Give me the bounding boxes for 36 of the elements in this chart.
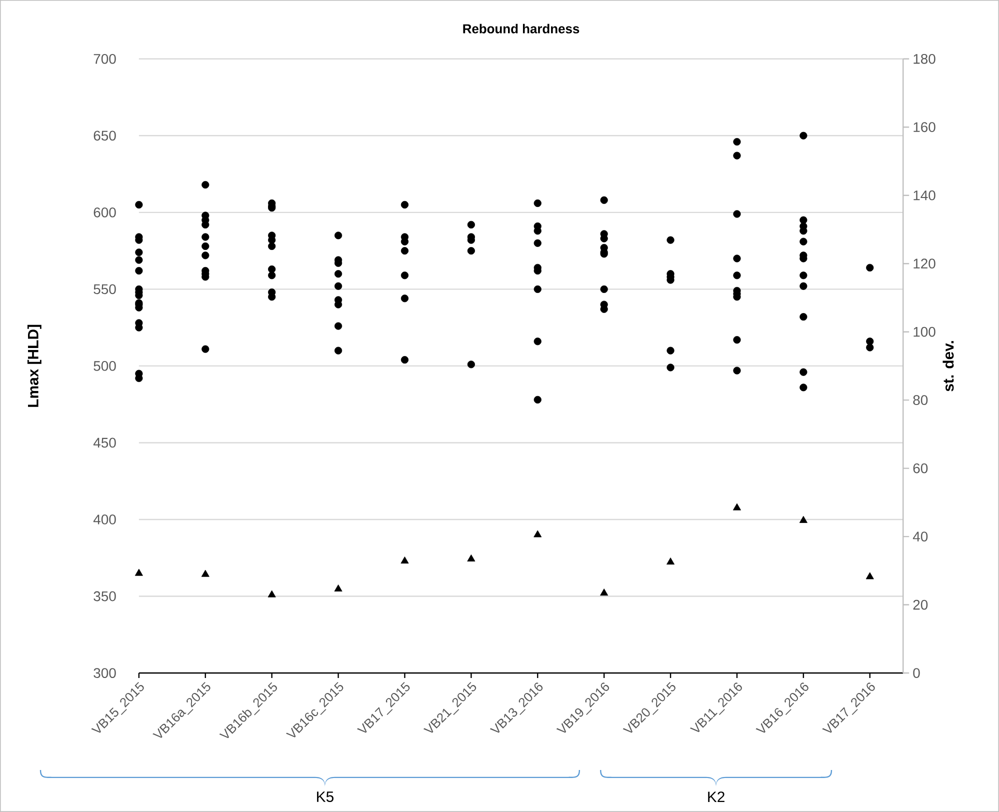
point [268, 590, 276, 598]
y-tick-label: 600 [94, 207, 116, 218]
point [134, 568, 143, 576]
y2-tick-label: 120 [914, 258, 936, 269]
chart-title: Rebound hardness [463, 24, 580, 34]
point [467, 554, 476, 562]
y-tick-label: 550 [94, 284, 116, 294]
point [866, 572, 874, 580]
point [732, 503, 741, 510]
y-tick-label: 300 [94, 668, 116, 678]
y2-tick-label: 180 [914, 54, 936, 64]
text: K2 [708, 792, 724, 802]
point [600, 588, 608, 596]
y-tick-label: 350 [94, 591, 116, 602]
point [666, 558, 675, 565]
y2-axis-title: st. dev. [942, 341, 954, 392]
y2-tick-label: 160 [914, 122, 936, 132]
y-tick-label: 400 [93, 514, 116, 524]
y2-tick-label: 20 [913, 600, 928, 610]
text: K5 [317, 792, 334, 802]
y-tick-label: 500 [94, 361, 116, 371]
y2-tick-label: 80 [913, 395, 928, 406]
y2-tick-label: 100 [914, 326, 936, 337]
y2-tick-label: 0 [913, 668, 920, 678]
y-tick-label: 700 [94, 54, 116, 64]
y2-tick-label: 40 [912, 532, 928, 542]
point [799, 516, 808, 523]
point [334, 584, 342, 592]
y-tick-label: 450 [93, 438, 116, 448]
point [534, 530, 542, 538]
point [201, 570, 210, 577]
y2-tick-label: 140 [914, 190, 936, 200]
y-axis-title: Lmax [HLD] [27, 324, 42, 407]
point [400, 556, 409, 564]
y2-tick-label: 60 [913, 463, 928, 474]
y-tick-label: 650 [94, 130, 116, 141]
